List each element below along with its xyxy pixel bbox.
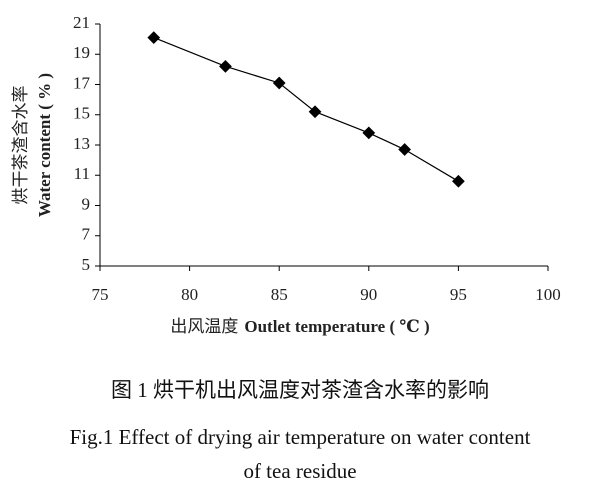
data-line — [153, 37, 459, 182]
x-tick-label: 95 — [450, 285, 467, 304]
x-label-en: Outlet temperature ( ℃ ) — [244, 317, 429, 336]
y-tick-label: 13 — [73, 134, 90, 153]
data-marker — [362, 126, 376, 140]
x-tick-label: 100 — [535, 285, 561, 304]
x-label-zh: 出风温度 — [170, 317, 238, 336]
data-marker — [308, 105, 322, 119]
data-marker — [272, 76, 286, 90]
chart: 出风温度 Outlet temperature ( ℃ ) 烘干茶渣含水率 Wat… — [11, 13, 561, 336]
x-tick-label: 75 — [92, 285, 109, 304]
x-tick-label: 90 — [360, 285, 377, 304]
data-marker — [398, 143, 412, 156]
x-axis-label: 出风温度 Outlet temperature ( ℃ ) — [170, 317, 429, 336]
caption-en: Fig.1 Effect of drying air temperature o… — [69, 425, 531, 483]
x-tick-label: 80 — [181, 285, 198, 304]
y-tick-label: 17 — [73, 73, 91, 92]
y-label-en: Water content ( % ) — [35, 73, 54, 217]
y-tick-label: 9 — [82, 194, 91, 213]
data-marker — [452, 174, 465, 188]
x-tick-label: 85 — [271, 285, 288, 304]
caption-zh: 图 1 烘干机出风温度对茶渣含水率的影响 — [111, 378, 489, 402]
y-tick-label: 11 — [74, 164, 90, 183]
y-tick-label: 5 — [82, 255, 91, 274]
y-tick-label: 19 — [73, 43, 90, 62]
data-marker — [147, 31, 161, 44]
data-marker — [219, 59, 232, 73]
y-tick-label: 21 — [73, 13, 90, 32]
y-tick-label: 15 — [73, 104, 90, 123]
y-label-zh: 烘干茶渣含水率 — [11, 86, 30, 205]
y-tick-label: 7 — [82, 225, 91, 244]
